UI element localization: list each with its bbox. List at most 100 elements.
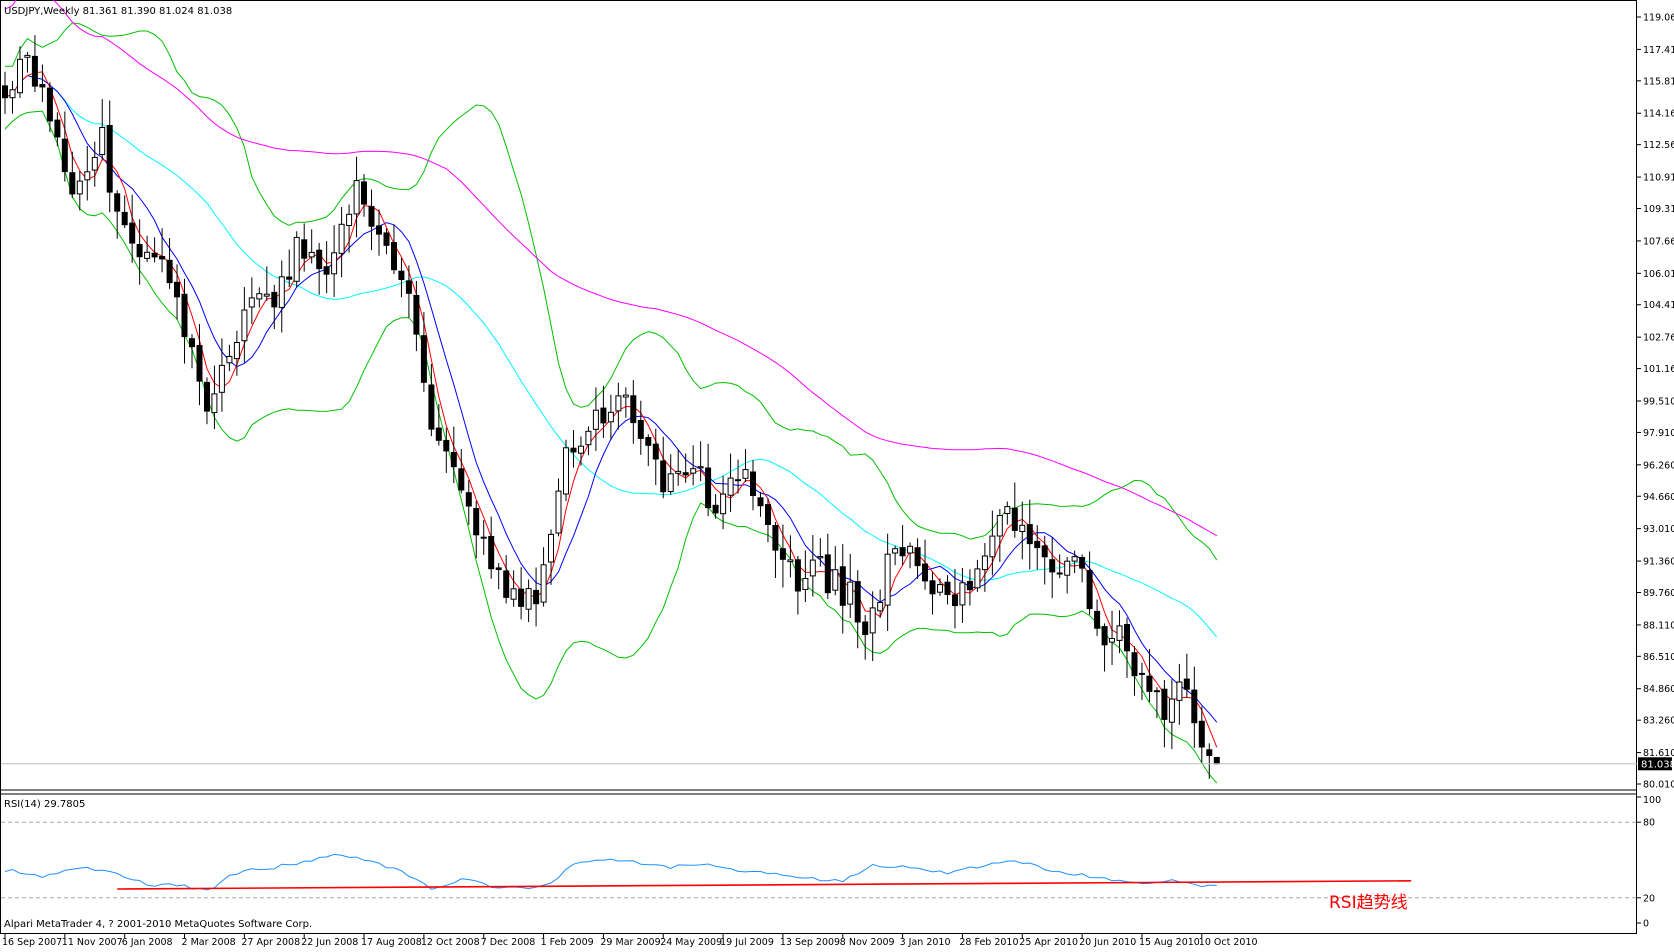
candle — [256, 287, 263, 308]
candle-body — [301, 239, 308, 259]
candle — [1049, 537, 1056, 599]
candle-body — [204, 381, 210, 412]
price-tick-label: 106.010 — [1643, 269, 1674, 280]
rsi-tick-label: 20 — [1643, 893, 1655, 904]
candle-body — [346, 213, 353, 227]
candle-body — [607, 411, 614, 423]
candle — [525, 579, 532, 623]
candle — [233, 330, 240, 376]
candle — [1139, 662, 1145, 700]
candle-body — [1124, 624, 1130, 652]
candle — [376, 209, 382, 256]
price-tick-label: 102.760 — [1643, 333, 1674, 344]
candle — [1019, 501, 1026, 560]
candle — [1079, 554, 1086, 583]
candle-body — [443, 439, 450, 452]
candle-body — [966, 580, 973, 591]
candle — [959, 567, 966, 623]
candle — [570, 430, 577, 468]
candle — [1109, 610, 1115, 665]
candle — [794, 556, 801, 615]
candle-body — [488, 536, 495, 570]
time-tick-label: 20 Jun 2010 — [1079, 937, 1136, 948]
candle-body — [226, 355, 233, 364]
candle — [458, 449, 465, 494]
candle-body — [750, 471, 756, 496]
price-tick-label: 80.010 — [1643, 780, 1674, 791]
candle-body — [1139, 672, 1145, 675]
price-tick-label: 114.160 — [1643, 109, 1674, 120]
candle — [1101, 623, 1108, 672]
candle-body — [794, 559, 801, 592]
candle-body — [555, 490, 562, 534]
candle — [293, 231, 300, 288]
price-axis: 119.060 117.410 115.810 114.160 112.560 110.9… — [1637, 13, 1674, 791]
candle — [121, 195, 128, 228]
candle — [817, 538, 824, 567]
candle — [510, 570, 517, 607]
candle-body — [1056, 572, 1063, 575]
candle-body — [106, 125, 113, 193]
candle-body — [944, 581, 951, 596]
candle-body — [331, 252, 338, 275]
candle-body — [361, 181, 367, 205]
candle — [563, 439, 569, 501]
candle-body — [854, 581, 861, 623]
candle — [1064, 556, 1071, 594]
time-tick-label: 27 Apr 2008 — [241, 937, 300, 948]
price-tick-label: 89.760 — [1643, 588, 1674, 599]
candle — [847, 554, 854, 618]
candle-body — [1116, 625, 1123, 641]
candle — [742, 449, 749, 483]
candle — [720, 475, 727, 530]
candle-body — [286, 276, 293, 280]
candle — [136, 219, 143, 285]
candle-body — [218, 364, 225, 393]
candle-body — [241, 309, 248, 342]
candle-body — [413, 294, 420, 335]
candle — [592, 387, 599, 451]
candle-body — [196, 345, 203, 382]
candle — [1206, 743, 1213, 779]
candle — [1026, 499, 1033, 570]
candle-body — [727, 477, 734, 496]
rsi-tick-label: 100 — [1643, 795, 1661, 806]
candle — [1191, 666, 1198, 748]
candle — [907, 542, 914, 569]
candle — [675, 449, 682, 486]
candle-body — [263, 293, 270, 297]
candle — [84, 146, 91, 201]
candle-body — [787, 559, 794, 563]
candle — [54, 112, 61, 147]
time-tick-label: 13 Sep 2009 — [780, 937, 840, 948]
candle — [24, 52, 31, 73]
candle — [503, 555, 510, 604]
candle — [391, 224, 397, 275]
candle — [405, 265, 412, 318]
candle — [189, 334, 195, 369]
candle — [929, 571, 936, 615]
candle-body — [929, 580, 936, 595]
candle — [196, 324, 203, 406]
candle — [181, 278, 188, 364]
rsi-axis: 100 80 20 0 — [1637, 795, 1661, 930]
time-tick-label: 3 Jan 2010 — [900, 937, 951, 948]
candle-body — [189, 338, 195, 348]
candle-body — [540, 564, 547, 603]
price-tick-label: 110.910 — [1643, 173, 1674, 184]
candle-body — [667, 473, 674, 492]
price-tick-label: 81.610 — [1643, 748, 1674, 759]
candle-body — [563, 447, 569, 495]
candle — [353, 156, 360, 238]
candle-body — [705, 467, 712, 509]
candle — [346, 204, 353, 253]
candle-body — [645, 437, 652, 446]
candle — [757, 491, 764, 517]
price-tick-label: 84.860 — [1643, 684, 1674, 695]
candle — [263, 266, 270, 301]
candle — [952, 568, 958, 629]
candle — [607, 394, 614, 441]
candle — [106, 100, 113, 213]
